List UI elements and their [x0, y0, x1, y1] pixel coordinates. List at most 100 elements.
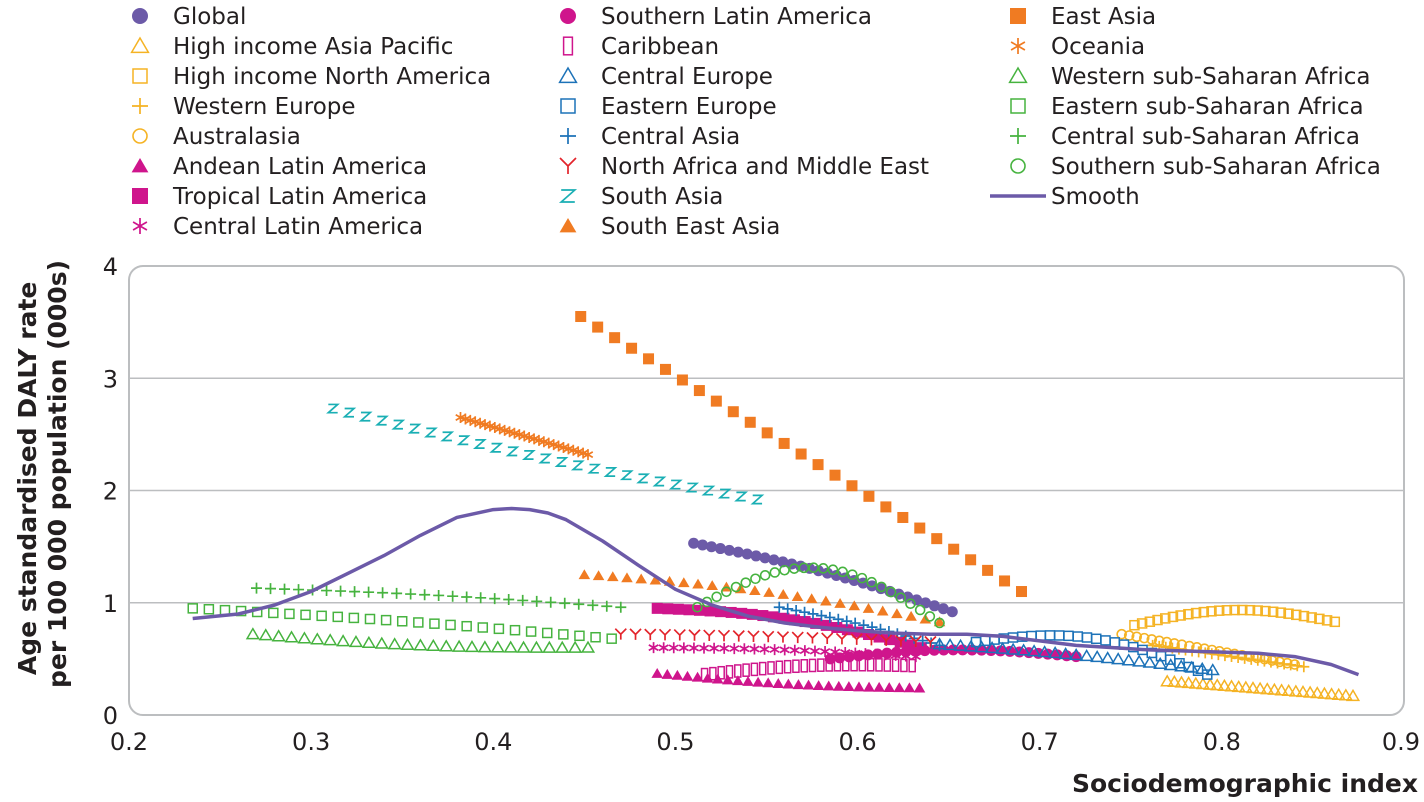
legend-label: Southern Latin America — [601, 4, 872, 30]
x-tick-label: 0.3 — [292, 728, 330, 756]
data-point — [905, 610, 917, 621]
data-point — [203, 604, 215, 615]
data-point — [1131, 631, 1143, 643]
data-point — [821, 632, 834, 644]
data-point — [590, 631, 601, 643]
data-point — [791, 591, 804, 601]
series-17 — [455, 412, 594, 461]
data-point — [658, 642, 669, 654]
data-point — [830, 569, 842, 581]
data-point — [688, 629, 701, 641]
data-point — [662, 603, 674, 615]
data-point — [909, 635, 922, 647]
data-point — [335, 585, 347, 597]
data-point — [615, 601, 627, 613]
data-point — [363, 586, 375, 598]
data-point — [876, 605, 889, 616]
legend-label: Andean Latin America — [173, 154, 427, 180]
data-point — [644, 628, 657, 641]
x-axis-title: Sociodemographic index — [1072, 769, 1418, 798]
data-point — [742, 663, 750, 677]
data-point — [903, 682, 916, 693]
data-point — [880, 634, 893, 646]
legend-marker — [1010, 158, 1026, 174]
data-point — [688, 642, 700, 654]
data-point — [723, 544, 735, 556]
data-point — [503, 640, 518, 653]
data-point — [1298, 610, 1310, 622]
legend-item: Southern Latin America — [560, 4, 872, 30]
data-point — [883, 658, 892, 672]
data-point — [834, 597, 846, 608]
legend-item: Eastern sub-Saharan Africa — [1010, 94, 1364, 120]
data-point — [187, 603, 198, 614]
data-point — [908, 658, 916, 673]
y-tick-label: 0 — [103, 702, 118, 730]
legend-label: High income Asia Pacific — [173, 34, 453, 60]
data-point — [850, 657, 858, 672]
legend-label: Global — [173, 4, 246, 30]
data-point — [1121, 653, 1136, 666]
data-point — [1206, 606, 1217, 617]
data-point — [582, 449, 594, 461]
data-point — [924, 635, 937, 648]
data-point — [701, 485, 716, 496]
legend-marker — [560, 98, 576, 114]
data-point — [789, 614, 801, 626]
data-point — [891, 658, 900, 673]
data-point — [245, 627, 260, 640]
data-point — [521, 450, 536, 460]
data-point — [1274, 683, 1289, 696]
data-point — [732, 546, 744, 558]
data-point — [505, 446, 520, 457]
data-point — [778, 437, 790, 449]
data-point — [1174, 675, 1189, 688]
data-point — [894, 634, 908, 647]
data-point — [681, 670, 694, 681]
data-point — [387, 637, 402, 650]
data-point — [722, 674, 734, 685]
series-1 — [1160, 674, 1361, 702]
data-point — [692, 578, 704, 589]
legend-marker — [558, 189, 578, 203]
data-point — [1090, 650, 1105, 663]
data-point — [769, 644, 780, 656]
data-point — [810, 617, 822, 629]
data-point — [883, 682, 896, 692]
data-point — [750, 550, 762, 562]
series-18 — [245, 627, 596, 653]
data-point — [332, 611, 344, 623]
data-point — [1142, 655, 1157, 668]
data-point — [746, 608, 758, 620]
legend-item: East Asia — [1010, 4, 1156, 30]
y-tick-label: 1 — [103, 590, 118, 618]
data-point — [750, 494, 765, 505]
legend-label: Southern sub-Saharan Africa — [1051, 154, 1381, 180]
data-point — [895, 592, 907, 604]
data-point — [592, 321, 604, 333]
data-point — [603, 467, 618, 477]
data-point — [829, 469, 841, 481]
data-point — [1288, 684, 1303, 697]
data-point — [1317, 686, 1332, 699]
data-point — [835, 632, 849, 645]
legend-label: Australasia — [173, 124, 301, 150]
data-point — [843, 651, 855, 663]
data-point — [848, 600, 861, 611]
data-point — [853, 681, 865, 692]
data-point — [704, 605, 716, 617]
data-point — [1079, 648, 1094, 662]
data-point — [671, 669, 684, 680]
data-point — [905, 598, 916, 610]
x-axis-ticks: 0.2 0.3 0.4 0.5 0.6 0.7 0.8 0.9 — [110, 728, 1420, 756]
data-point — [1267, 606, 1279, 618]
data-point — [815, 610, 827, 622]
data-point — [817, 658, 825, 672]
data-point — [727, 406, 739, 418]
data-point — [703, 629, 716, 642]
data-point — [832, 613, 844, 625]
data-point — [440, 431, 455, 442]
data-point — [693, 604, 705, 616]
data-point — [413, 638, 428, 651]
data-point — [1303, 685, 1318, 698]
